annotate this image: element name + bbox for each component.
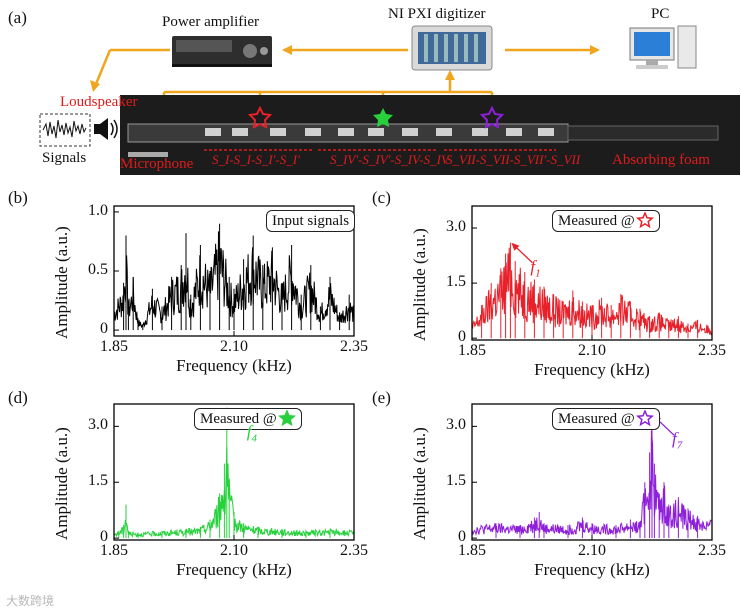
chart-e-xtick-label: 2.35 bbox=[698, 542, 726, 559]
chart-e-xlabel: Frequency (kHz) bbox=[534, 560, 650, 579]
chart-b-series-line bbox=[113, 231, 354, 329]
chart-e-legend-text: Measured @ bbox=[558, 411, 635, 427]
star-red-icon bbox=[635, 211, 654, 229]
chart-d-xtick-label: 2.35 bbox=[340, 542, 368, 559]
microphone-label: Microphone bbox=[120, 156, 194, 172]
chart-e-annotation: f7 bbox=[672, 429, 682, 451]
chart-c-legend: Measured @ bbox=[552, 210, 660, 232]
chart-d-annotation-subscript: 4 bbox=[251, 432, 258, 445]
segment-label-2: S_IV'-S_IV'-S_IV-S_IV bbox=[330, 152, 449, 167]
chart-c-xtick-label: 1.85 bbox=[458, 342, 486, 359]
chart-e-plot bbox=[471, 403, 713, 541]
chart-c-legend-text: Measured @ bbox=[558, 213, 635, 229]
digitizer-device bbox=[411, 25, 493, 71]
chart-c-annotation-symbol: f bbox=[530, 256, 536, 276]
chart-b-xtick-label: 2.35 bbox=[340, 338, 368, 355]
chart-d-xtick-label: 1.85 bbox=[100, 542, 128, 559]
pc-device bbox=[629, 25, 697, 69]
loudspeaker-icon bbox=[94, 118, 118, 140]
star-purple-icon bbox=[479, 105, 505, 129]
panel-d-label: (d) bbox=[8, 388, 28, 407]
digitizer-label: NI PXI digitizer bbox=[388, 6, 486, 22]
signals-label: Signals bbox=[42, 150, 87, 166]
chart-e-annotation-symbol: f bbox=[672, 429, 677, 449]
chart-d-legend-text: Measured @ bbox=[200, 411, 277, 427]
power-amplifier-device bbox=[172, 36, 272, 67]
chart-e-xtick-label: 2.10 bbox=[578, 542, 606, 559]
chart-c-ytick-label: 3.0 bbox=[446, 218, 466, 236]
chart-e-ytick-label: 3.0 bbox=[446, 416, 466, 434]
chart-d-ytick-label: 1.5 bbox=[88, 472, 108, 490]
segment-label-1: S_I-S_I-S_I'-S_I' bbox=[212, 152, 300, 167]
chart-c-xtick-label: 2.35 bbox=[698, 342, 726, 359]
absorbing-foam-label: Absorbing foam bbox=[612, 152, 710, 168]
chart-d-plot bbox=[113, 403, 355, 541]
chart-d-legend: Measured @ bbox=[194, 408, 302, 430]
power-amplifier-label: Power amplifier bbox=[162, 14, 260, 30]
chart-e-ylabel: Amplitude (a.u.) bbox=[410, 427, 429, 540]
chart-b-xlabel: Frequency (kHz) bbox=[176, 356, 292, 375]
chart-e-ytick-label: 0 bbox=[458, 528, 466, 546]
segment-label-3: S_VII-S_VII-S_VII'-S_VII bbox=[446, 152, 581, 167]
chart-c-annotation-arrowhead bbox=[511, 242, 520, 251]
star-purple-icon bbox=[635, 409, 654, 427]
chart-c-ytick-label: 0 bbox=[458, 328, 466, 346]
chart-b-ytick-label: 1.0 bbox=[88, 201, 108, 219]
chart-e-series-line bbox=[471, 430, 712, 537]
chart-d-xlabel: Frequency (kHz) bbox=[176, 560, 292, 579]
chart-b-xtick-label: 1.85 bbox=[100, 338, 128, 355]
chart-c-xtick-label: 2.10 bbox=[578, 342, 606, 359]
panel-c-label: (c) bbox=[372, 188, 391, 207]
chart-e-ytick-label: 1.5 bbox=[446, 472, 466, 490]
panel-a-label: (a) bbox=[8, 8, 27, 27]
panel-b-label: (b) bbox=[8, 188, 28, 207]
chart-b-legend-text: Input signals bbox=[272, 213, 350, 229]
waveguide-units bbox=[205, 128, 554, 136]
chart-b-ytick-label: 0 bbox=[100, 320, 108, 338]
chart-b-legend: Input signals bbox=[266, 210, 356, 232]
chart-c-plot bbox=[471, 205, 713, 341]
chart-b-xtick-label: 2.10 bbox=[220, 338, 248, 355]
chart-d-ylabel: Amplitude (a.u.) bbox=[52, 427, 71, 540]
chart-d-ytick-label: 3.0 bbox=[88, 416, 108, 434]
chart-c-annotation: f1 bbox=[530, 257, 540, 279]
star-red-icon bbox=[247, 105, 273, 129]
signals-box bbox=[39, 113, 91, 147]
chart-c-xlabel: Frequency (kHz) bbox=[534, 360, 650, 379]
star-green-icon bbox=[373, 108, 393, 127]
chart-c-ytick-label: 1.5 bbox=[446, 273, 466, 291]
chart-b-ylabel: Amplitude (a.u.) bbox=[52, 226, 71, 339]
chart-d-annotation-symbol: f bbox=[246, 421, 252, 441]
chart-e-legend: Measured @ bbox=[552, 408, 660, 430]
setup-diagram bbox=[39, 25, 740, 175]
chart-e-annotation-subscript: 7 bbox=[676, 439, 683, 452]
star-green-icon bbox=[277, 409, 296, 427]
chart-c-ylabel: Amplitude (a.u.) bbox=[410, 228, 429, 341]
chart-d-xtick-label: 2.10 bbox=[220, 542, 248, 559]
chart-c-annotation-subscript: 1 bbox=[535, 267, 541, 280]
chart-d-annotation: f4 bbox=[247, 422, 257, 444]
chart-d-ytick-label: 0 bbox=[100, 528, 108, 546]
pc-label: PC bbox=[651, 6, 670, 22]
watermark: 大数跨境 bbox=[6, 594, 55, 608]
chart-e-xtick-label: 1.85 bbox=[458, 542, 486, 559]
loudspeaker-label: Loudspeaker bbox=[60, 94, 138, 110]
chart-b-ytick-label: 0.5 bbox=[88, 261, 108, 278]
chart-b-plot bbox=[113, 205, 355, 337]
panel-e-label: (e) bbox=[372, 388, 391, 407]
